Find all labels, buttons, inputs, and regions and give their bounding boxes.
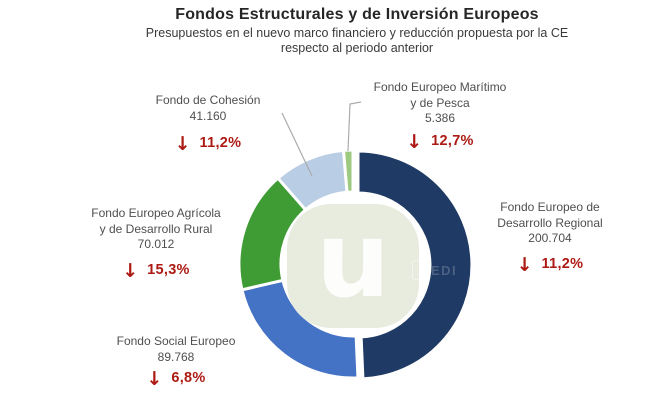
down-arrow-icon: ↓ (146, 368, 163, 390)
reduction-percent: 12,7% (431, 132, 474, 149)
chart-subtitle-line1: Presupuestos en el nuevo marco financier… (145, 26, 569, 40)
reduction-indicator: ↓ 12,7% (352, 130, 528, 153)
chart-subtitle-line2: respecto al periodo anterior (280, 41, 434, 55)
label-value: 70.012 (137, 237, 175, 251)
leader-line-cohesion (281, 112, 313, 177)
leader-line-femp (347, 101, 362, 152)
reduction-percent: 15,3% (147, 261, 190, 278)
label-name: Fondo Europeo Marítimo (373, 80, 507, 94)
label-fondo-desarrollo-regional: Fondo Europeo de Desarrollo Regional 200… (462, 200, 638, 274)
label-name: Desarrollo Regional (497, 215, 603, 230)
label-fondo-de-cohesion: Fondo de Cohesión 41.160 ↓ 11,2% (120, 93, 296, 155)
reduction-percent: 11,2% (199, 135, 242, 152)
down-arrow-icon: ↓ (516, 253, 533, 276)
down-arrow-icon: ↓ (122, 259, 139, 282)
label-value: 200.704 (528, 231, 572, 245)
label-name: Fondo de Cohesión (155, 93, 261, 107)
u-logo-glyph: u (315, 199, 391, 321)
label-value: 89.768 (157, 349, 195, 364)
down-arrow-icon: ↓ (406, 130, 423, 153)
reduction-percent: 11,2% (541, 255, 584, 272)
donut-slice-feder (356, 149, 474, 381)
label-value: 41.160 (189, 108, 227, 123)
label-fondo-maritimo-pesca: Fondo Europeo Marítimo y de Pesca 5.386 … (352, 80, 528, 151)
label-name: Fondo Europeo de (500, 200, 600, 214)
down-arrow-icon: ↓ (174, 133, 191, 155)
label-fondo-agricola-rural: Fondo Europeo Agrícola y de Desarrollo R… (68, 206, 244, 280)
label-fondo-social-europeo: Fondo Social Europeo 89.768 ↓ 6,8% (88, 334, 264, 390)
label-name: Fondo Social Europeo (116, 334, 236, 348)
reduction-indicator: ↓ 11,2% (462, 253, 638, 276)
label-name: y de Desarrollo Rural (99, 221, 213, 236)
donut-slice-femp (342, 148, 355, 194)
center-watermark-logo: u (287, 204, 419, 328)
label-name: y de Pesca (410, 95, 470, 110)
reduction-indicator: ↓ 6,8% (88, 368, 264, 390)
label-value: 5.386 (424, 111, 456, 125)
label-name: Fondo Europeo Agrícola (91, 206, 221, 220)
chart-title: Fondos Estructurales y de Inversión Euro… (175, 6, 539, 23)
reduction-percent: 6,8% (171, 370, 206, 387)
reduction-indicator: ↓ 11,2% (120, 133, 296, 155)
reduction-indicator: ↓ 15,3% (68, 259, 244, 282)
